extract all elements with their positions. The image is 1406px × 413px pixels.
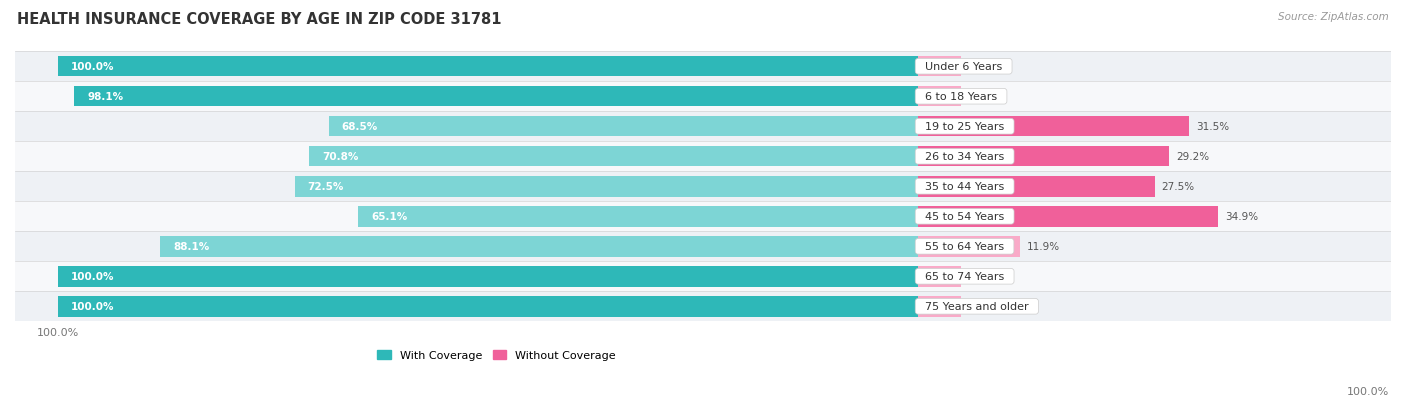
Text: 100.0%: 100.0%: [70, 301, 114, 311]
Bar: [15, 82, 1391, 112]
Text: 98.1%: 98.1%: [87, 92, 124, 102]
Text: 75 Years and older: 75 Years and older: [918, 301, 1036, 311]
Text: 26 to 34 Years: 26 to 34 Years: [918, 152, 1011, 162]
Bar: [15, 142, 1391, 172]
Bar: [160, 237, 918, 257]
Bar: [918, 266, 960, 287]
Text: 11.9%: 11.9%: [1028, 242, 1060, 252]
Bar: [918, 237, 1021, 257]
Text: 88.1%: 88.1%: [173, 242, 209, 252]
Bar: [309, 147, 918, 167]
Bar: [15, 232, 1391, 262]
Text: 65 to 74 Years: 65 to 74 Years: [918, 272, 1011, 282]
Bar: [294, 177, 918, 197]
Bar: [918, 117, 1189, 137]
Bar: [918, 206, 1218, 227]
Legend: With Coverage, Without Coverage: With Coverage, Without Coverage: [373, 345, 620, 365]
Text: 27.5%: 27.5%: [1161, 182, 1195, 192]
Bar: [15, 262, 1391, 292]
Text: 45 to 54 Years: 45 to 54 Years: [918, 212, 1011, 222]
Text: 34.9%: 34.9%: [1225, 212, 1258, 222]
Text: Under 6 Years: Under 6 Years: [918, 62, 1010, 72]
Text: 55 to 64 Years: 55 to 64 Years: [918, 242, 1011, 252]
Bar: [329, 117, 918, 137]
Text: 70.8%: 70.8%: [322, 152, 359, 162]
Bar: [918, 297, 960, 317]
Text: 100.0%: 100.0%: [1347, 387, 1389, 396]
Bar: [58, 266, 918, 287]
Text: 19 to 25 Years: 19 to 25 Years: [918, 122, 1011, 132]
Text: 29.2%: 29.2%: [1175, 152, 1209, 162]
Bar: [918, 57, 960, 77]
Text: 0.0%: 0.0%: [967, 301, 994, 311]
Text: 68.5%: 68.5%: [342, 122, 378, 132]
Text: 2.0%: 2.0%: [967, 92, 994, 102]
Text: 0.0%: 0.0%: [967, 272, 994, 282]
Bar: [15, 202, 1391, 232]
Bar: [58, 57, 918, 77]
Bar: [359, 206, 918, 227]
Text: 31.5%: 31.5%: [1195, 122, 1229, 132]
Text: 100.0%: 100.0%: [70, 272, 114, 282]
Text: 65.1%: 65.1%: [371, 212, 408, 222]
Text: Source: ZipAtlas.com: Source: ZipAtlas.com: [1278, 12, 1389, 22]
Text: HEALTH INSURANCE COVERAGE BY AGE IN ZIP CODE 31781: HEALTH INSURANCE COVERAGE BY AGE IN ZIP …: [17, 12, 502, 27]
Bar: [15, 112, 1391, 142]
Bar: [75, 87, 918, 107]
Text: 72.5%: 72.5%: [308, 182, 344, 192]
Text: 100.0%: 100.0%: [70, 62, 114, 72]
Bar: [58, 297, 918, 317]
Bar: [918, 147, 1170, 167]
Text: 35 to 44 Years: 35 to 44 Years: [918, 182, 1011, 192]
Bar: [15, 172, 1391, 202]
Bar: [918, 177, 1154, 197]
Bar: [15, 292, 1391, 322]
Bar: [15, 52, 1391, 82]
Text: 6 to 18 Years: 6 to 18 Years: [918, 92, 1004, 102]
Text: 0.0%: 0.0%: [967, 62, 994, 72]
Bar: [918, 87, 960, 107]
